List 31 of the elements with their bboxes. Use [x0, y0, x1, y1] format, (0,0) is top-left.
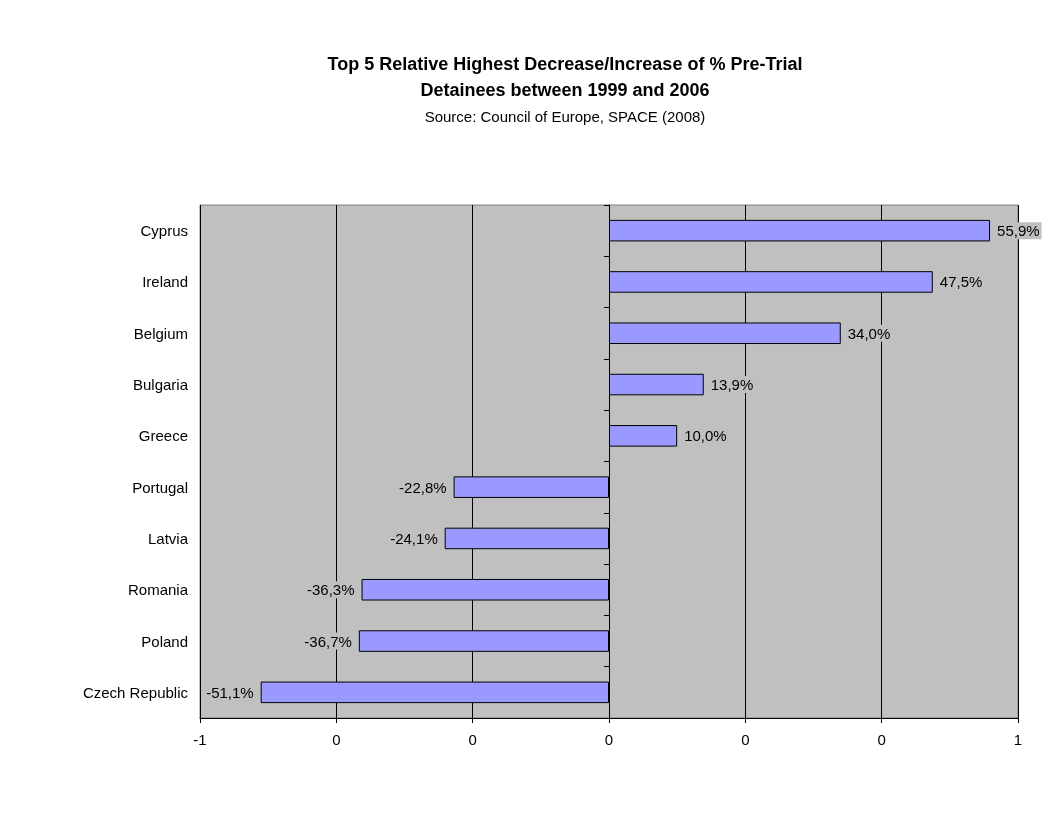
- x-tick-label: 0: [604, 731, 614, 748]
- data-label: 47,5%: [939, 273, 983, 291]
- x-tick-label: 0: [877, 731, 886, 748]
- y-tick-label: Poland: [141, 632, 188, 650]
- bar: [609, 425, 678, 447]
- y-tick-label: Romania: [127, 581, 189, 599]
- data-label: -36,7%: [304, 632, 352, 650]
- y-tick-label: Ireland: [142, 273, 188, 291]
- x-tick-label: 1: [1013, 731, 1023, 748]
- y-tick-label: Latvia: [147, 529, 189, 547]
- data-label: 10,0%: [684, 427, 727, 445]
- data-label: -24,1%: [390, 529, 438, 547]
- y-tick-label: Portugal: [132, 478, 188, 496]
- y-tick-label: Bulgaria: [132, 376, 189, 394]
- data-label: -36,3%: [307, 581, 355, 599]
- x-tick-label: 0: [468, 731, 477, 748]
- chart-title: Top 5 Relative Highest Decrease/Increase of % Pre-Trial Detainees between 1999 and 2006: [327, 54, 803, 100]
- bar: [609, 373, 704, 396]
- data-label: 55,9%: [997, 222, 1040, 240]
- y-tick-label: Czech Republic: [82, 683, 189, 701]
- data-label: -22,8%: [399, 478, 447, 496]
- x-tick-label: 0: [741, 731, 750, 748]
- y-tick-label: Greece: [138, 427, 188, 445]
- y-tick-label: Belgium: [133, 324, 188, 342]
- y-tick-label: Cyprus: [140, 222, 188, 240]
- data-label: -51,1%: [206, 683, 254, 701]
- chart-subtitle: Source: Council of Europe, SPACE (2008): [424, 108, 706, 125]
- x-tick-label: 0: [332, 731, 341, 748]
- x-tick-label: -1: [193, 731, 207, 748]
- data-label: 13,9%: [710, 376, 754, 394]
- data-label: 34,0%: [847, 324, 891, 342]
